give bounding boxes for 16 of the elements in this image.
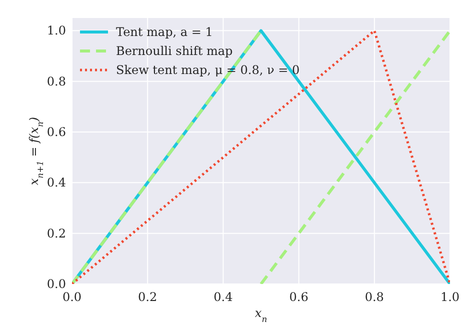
- x-tick-label: 0.8: [364, 290, 384, 304]
- legend-label: Skew tent map, μ = 0.8, ν = 0: [116, 63, 300, 77]
- legend-label: Tent map, a = 1: [116, 25, 213, 39]
- x-tick-label: 0.2: [138, 290, 158, 304]
- y-tick-label: 1.0: [46, 24, 66, 38]
- y-tick-label: 0.8: [46, 74, 66, 88]
- x-tick-label: 1.0: [440, 290, 460, 304]
- y-tick-label: 0.0: [46, 277, 66, 291]
- x-tick-label: 0.6: [289, 290, 308, 304]
- y-tick-label: 0.4: [46, 176, 66, 190]
- y-tick-label: 0.6: [46, 125, 66, 139]
- x-tick-label: 0.4: [214, 290, 234, 304]
- y-tick-label: 0.2: [46, 226, 66, 240]
- legend-label: Bernoulli shift map: [116, 44, 233, 58]
- x-axis-title: x$_{n}$: [254, 306, 268, 324]
- x-tick-label: 0.0: [62, 290, 82, 304]
